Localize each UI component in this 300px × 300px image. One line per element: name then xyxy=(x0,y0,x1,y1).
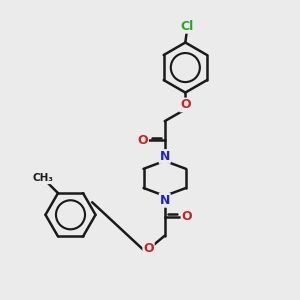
Text: O: O xyxy=(137,134,148,147)
Text: Cl: Cl xyxy=(180,20,194,33)
Text: CH₃: CH₃ xyxy=(33,173,54,183)
Text: N: N xyxy=(160,194,170,207)
Text: O: O xyxy=(180,98,190,111)
Text: O: O xyxy=(182,210,192,223)
Text: N: N xyxy=(160,150,170,163)
Text: O: O xyxy=(143,242,154,255)
